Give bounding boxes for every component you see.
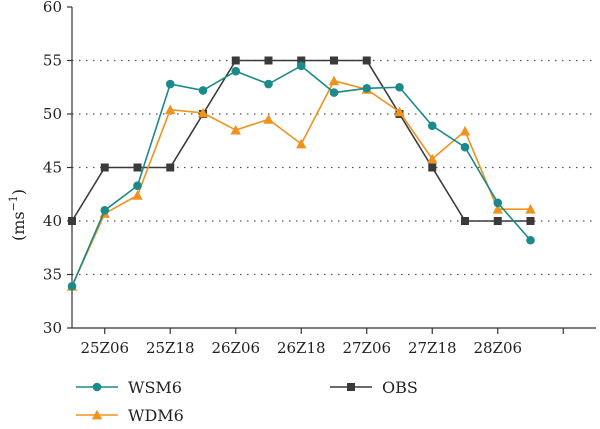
point-obs-12 [461, 217, 469, 225]
point-obs-14 [526, 217, 535, 225]
point-obs-1 [100, 163, 109, 172]
point-wsm6-11 [427, 121, 437, 131]
point-wsm6-1 [100, 206, 110, 215]
point-wdm6-2 [132, 190, 143, 200]
x-tick-label-28Z06: 28Z06 [473, 339, 522, 357]
point-wsm6-13 [493, 198, 503, 208]
y-axis-label-base: (ms [9, 211, 28, 241]
y-tick-label-60: 60 [43, 0, 62, 16]
legend-label-wsm6: WSM6 [128, 378, 182, 397]
point-obs-13 [493, 217, 502, 225]
point-obs-2 [133, 163, 142, 172]
y-axis-label: (ms−1) [7, 189, 28, 241]
point-wdm6-7 [296, 138, 307, 149]
point-obs-8 [330, 56, 338, 65]
point-obs-5 [231, 56, 240, 65]
point-obs-11 [428, 163, 437, 172]
legend-label-wdm6: WDM6 [128, 406, 184, 425]
point-wsm6-6 [264, 79, 273, 89]
point-wdm6-12 [459, 125, 471, 136]
legend-marker-obs [347, 383, 355, 391]
series-lines [66, 56, 536, 291]
legend-item-obs: OBS [330, 378, 418, 397]
point-wdm6-6 [263, 114, 274, 124]
series-wsm6 [67, 61, 535, 291]
point-wsm6-3 [165, 79, 175, 89]
x-tick-label-27Z06: 27Z06 [342, 339, 391, 357]
point-wdm6-13 [492, 204, 503, 214]
y-tick-label-55: 55 [43, 52, 62, 70]
axes [67, 6, 596, 334]
y-axis-label-close: ) [9, 189, 28, 195]
point-obs-9 [362, 56, 371, 65]
legend-marker-wsm6 [92, 382, 102, 392]
point-wsm6-7 [296, 61, 306, 71]
point-wsm6-8 [329, 88, 339, 97]
point-wsm6-5 [231, 66, 241, 76]
point-wdm6-5 [230, 124, 241, 135]
point-wdm6-10 [394, 106, 405, 117]
y-tick-label-50: 50 [43, 105, 62, 123]
point-wsm6-9 [362, 84, 372, 93]
point-obs-0 [68, 217, 76, 225]
point-wsm6-14 [526, 235, 535, 245]
point-wdm6-14 [525, 204, 536, 214]
point-wsm6-0 [67, 281, 77, 291]
x-tick-label-26Z18: 26Z18 [277, 339, 326, 357]
x-tick-labels: 25Z06 25Z18 26Z06 26Z18 27Z06 27Z18 28Z06 [80, 339, 522, 357]
point-wdm6-8 [328, 75, 340, 86]
point-wsm6-2 [133, 181, 142, 190]
point-obs-7 [297, 56, 306, 65]
y-axis-label-exponent: −1 [7, 195, 20, 211]
point-obs-6 [264, 56, 273, 65]
point-wsm6-4 [198, 86, 208, 95]
y-tick-label-35: 35 [43, 266, 62, 284]
legend: WSM6 WDM6 OBS [76, 378, 418, 425]
legend-marker-wdm6 [91, 409, 103, 420]
point-wsm6-12 [460, 142, 470, 152]
legend-item-wdm6: WDM6 [76, 406, 184, 425]
point-wdm6-11 [427, 153, 438, 164]
legend-label-obs: OBS [382, 378, 418, 397]
point-wsm6-10 [395, 82, 404, 92]
x-tick-label-25Z06: 25Z06 [80, 339, 129, 357]
legend-item-wsm6: WSM6 [76, 378, 182, 397]
series-line-wsm6 [71, 64, 532, 287]
point-obs-3 [166, 163, 175, 172]
x-tick-label-25Z18: 25Z18 [146, 339, 195, 357]
y-tick-label-30: 30 [43, 319, 62, 337]
x-tick-label-26Z06: 26Z06 [211, 339, 260, 357]
y-tick-label-45: 45 [43, 159, 62, 177]
point-wdm6-4 [197, 107, 209, 118]
y-tick-labels: 30 35 40 45 50 55 60 [43, 0, 62, 337]
y-tick-label-40: 40 [43, 212, 62, 230]
x-tick-label-27Z18: 27Z18 [408, 339, 457, 357]
point-wdm6-3 [165, 104, 176, 115]
